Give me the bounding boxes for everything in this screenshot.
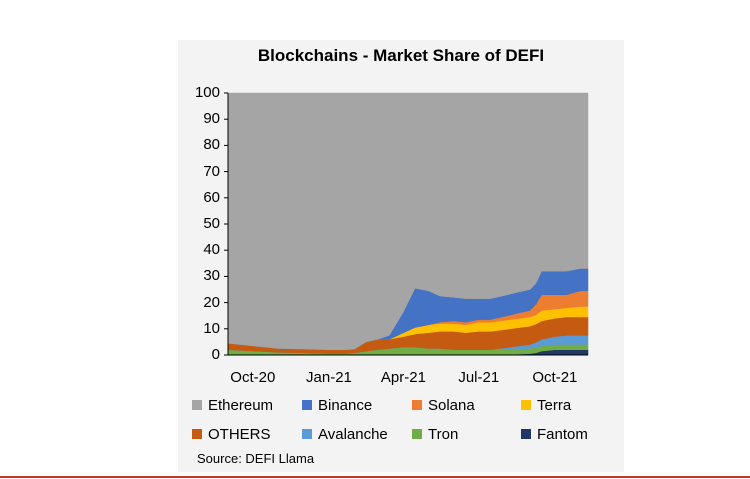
y-tick-label: 90 (203, 110, 220, 128)
legend-label: Tron (428, 426, 459, 443)
legend-swatch (192, 400, 202, 410)
legend-item-tron: Tron (412, 426, 458, 443)
legend-label: Ethereum (208, 397, 274, 414)
source-note: Source: DEFI Llama (197, 451, 315, 466)
legend-label: Binance (318, 397, 373, 414)
legend-item-terra: Terra (521, 397, 571, 414)
legend-swatch (412, 429, 422, 439)
legend-swatch (192, 429, 202, 439)
legend-item-others: OTHERS (192, 426, 271, 443)
y-tick-label: 60 (203, 188, 220, 206)
legend-label: Avalanche (318, 426, 388, 443)
y-tick-label: 100 (194, 84, 220, 101)
chart-title: Blockchains - Market Share of DEFI (257, 46, 545, 65)
legend-swatch (302, 429, 312, 439)
x-tick-label: Oct-21 (532, 369, 578, 386)
area-series-ethereum (227, 92, 589, 351)
legend-swatch (412, 400, 422, 410)
y-tick-label: 30 (203, 267, 220, 285)
x-tick-label: Oct-20 (230, 369, 276, 386)
y-tick-label: 10 (203, 319, 220, 337)
legend-item-solana: Solana (412, 397, 475, 414)
legend-item-avalanche: Avalanche (302, 426, 388, 443)
legend-swatch (521, 400, 531, 410)
y-tick-label: 0 (211, 346, 220, 363)
legend-swatch (302, 400, 312, 410)
y-tick-label: 80 (203, 136, 220, 154)
y-tick-label: 20 (203, 293, 220, 311)
legend-swatch (521, 429, 531, 439)
legend-item-binance: Binance (302, 397, 372, 414)
y-tick-label: 40 (203, 241, 220, 259)
legend-label: Terra (537, 397, 572, 414)
y-tick-label: 50 (203, 215, 220, 232)
legend-item-fantom: Fantom (521, 426, 588, 443)
legend-label: Solana (428, 397, 475, 414)
legend-item-ethereum: Ethereum (192, 397, 273, 414)
x-tick-label: Jan-21 (306, 369, 352, 386)
legend-label: Fantom (537, 426, 588, 443)
y-tick-label: 70 (203, 162, 220, 180)
x-tick-label: Apr-21 (380, 369, 426, 386)
bottom-divider (0, 476, 750, 478)
x-tick-label: Jul-21 (458, 369, 500, 386)
legend-label: OTHERS (208, 426, 271, 443)
